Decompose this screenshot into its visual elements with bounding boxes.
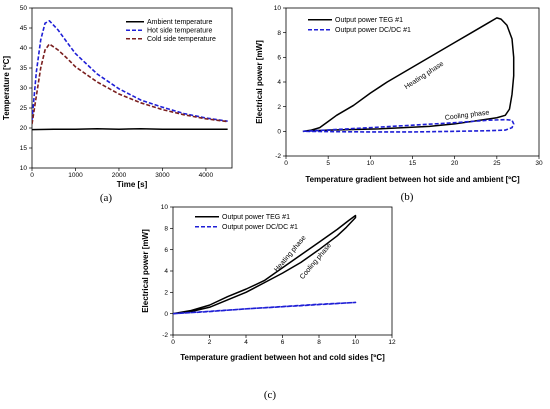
y-tick-label: -2 — [275, 153, 281, 160]
panel-label: (a) — [100, 192, 113, 204]
y-axis-label: Temperature [ºC] — [2, 56, 11, 120]
y-tick-label: 45 — [20, 25, 28, 32]
legend-entry-0: Ambient temperature — [147, 19, 212, 26]
y-tick-label: -2 — [162, 332, 168, 339]
y-axis-label: Electrical power [mW] — [255, 40, 264, 124]
x-tick-label: 10 — [352, 339, 360, 346]
x-axis-label: Temperature gradient between hot and col… — [180, 353, 385, 362]
y-tick-label: 0 — [164, 311, 168, 318]
y-tick-label: 2 — [164, 290, 168, 297]
x-tick-label: 1000 — [68, 172, 83, 179]
x-tick-label: 0 — [171, 339, 175, 346]
x-tick-label: 25 — [493, 160, 501, 167]
panel-label: (c) — [264, 389, 277, 401]
panel-label: (b) — [401, 191, 414, 203]
y-tick-label: 35 — [20, 65, 28, 72]
y-tick-label: 10 — [274, 5, 282, 12]
legend-entry-1: Output power DC/DC #1 — [222, 224, 298, 231]
legend-entry-1: Hot side temperature — [147, 28, 212, 35]
x-tick-label: 4000 — [199, 172, 214, 179]
y-tick-label: 0 — [277, 129, 281, 136]
series-line-0 — [173, 214, 357, 315]
y-tick-label: 4 — [277, 79, 281, 86]
y-axis-label: Electrical power [mW] — [141, 229, 150, 313]
x-tick-label: 6 — [281, 339, 285, 346]
chart-a: 0 1000 2000 3000 4000 10 15 20 25 30 35 40 45 50 Time … — [2, 5, 233, 204]
y-tick-label: 40 — [20, 45, 28, 52]
x-tick-label: 2000 — [112, 172, 127, 179]
x-axis-label: Temperature gradient between hot side an… — [305, 175, 520, 184]
y-tick-label: 10 — [20, 165, 28, 172]
legend-entry-0: Output power TEG #1 — [222, 214, 290, 221]
legend-entry-0: Output power TEG #1 — [335, 17, 403, 24]
y-tick-label: 8 — [164, 226, 168, 233]
y-tick-label: 30 — [20, 85, 28, 92]
series-line-1 — [173, 301, 357, 315]
y-tick-label: 15 — [20, 145, 28, 152]
y-tick-label: 6 — [277, 55, 281, 62]
y-tick-label: 20 — [20, 125, 28, 132]
x-tick-label: 12 — [388, 339, 396, 346]
y-tick-label: 4 — [164, 268, 168, 275]
x-tick-label: 10 — [367, 160, 375, 167]
x-tick-label: 30 — [535, 160, 543, 167]
x-tick-label: 0 — [284, 160, 288, 167]
annotation-0: Heating phase — [403, 61, 445, 92]
x-tick-label: 8 — [317, 339, 321, 346]
x-tick-label: 20 — [451, 160, 459, 167]
legend-entry-1: Output power DC/DC #1 — [335, 27, 411, 34]
x-tick-label: 2 — [208, 339, 212, 346]
series-line-0 — [32, 128, 228, 131]
y-tick-label: 50 — [20, 5, 28, 12]
y-tick-label: 10 — [161, 204, 169, 211]
y-tick-label: 6 — [164, 247, 168, 254]
series-line-0 — [302, 17, 515, 133]
x-tick-label: 0 — [30, 172, 34, 179]
annotation-1: Cooling phase — [299, 242, 333, 281]
x-tick-label: 4 — [244, 339, 248, 346]
legend-entry-2: Cold side temperature — [147, 36, 216, 43]
y-tick-label: 25 — [20, 105, 28, 112]
x-tick-label: 5 — [326, 160, 330, 167]
series-line-1 — [32, 20, 228, 122]
x-tick-label: 3000 — [155, 172, 170, 179]
series-line-2 — [32, 43, 228, 125]
y-tick-label: 2 — [277, 104, 281, 111]
series-line-1 — [302, 118, 515, 133]
x-tick-label: 15 — [409, 160, 417, 167]
x-axis-label: Time [s] — [117, 180, 148, 189]
y-tick-label: 8 — [277, 30, 281, 37]
